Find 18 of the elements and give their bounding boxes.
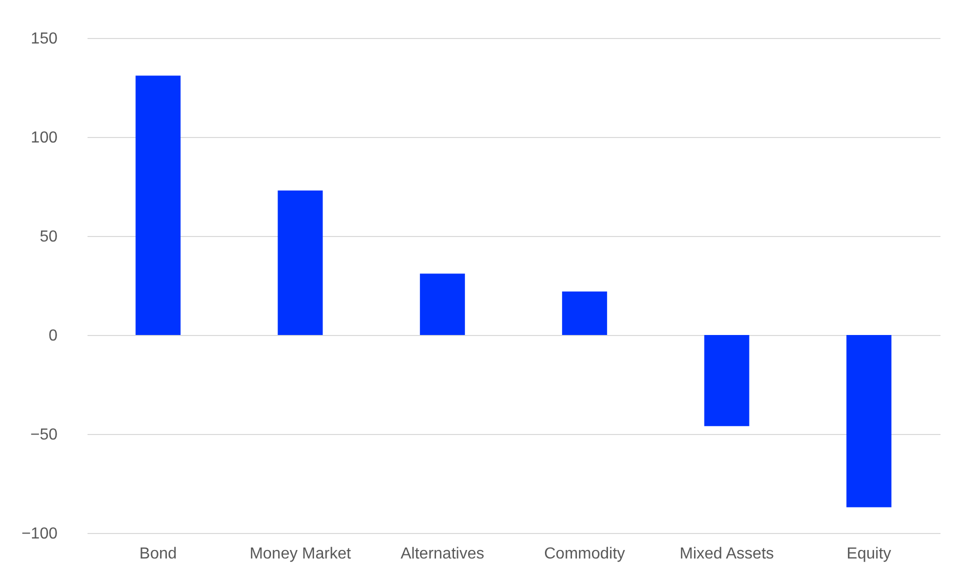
x-tick-label: Bond — [139, 546, 177, 562]
x-tick-label: Mixed Assets — [680, 546, 774, 562]
bar — [420, 274, 465, 335]
y-tick-label: −50 — [30, 426, 58, 444]
bar — [136, 76, 181, 335]
bar — [846, 335, 892, 508]
x-tick-label: Money Market — [250, 546, 352, 562]
x-tick-label: Equity — [846, 546, 892, 562]
y-tick-label: 0 — [48, 328, 58, 344]
x-tick-label: Commodity — [544, 546, 626, 562]
y-tick-label: 100 — [30, 130, 58, 146]
bar — [562, 291, 608, 335]
bar — [278, 190, 323, 335]
y-tick-label: 50 — [40, 228, 58, 246]
y-tick-label: −100 — [21, 526, 58, 542]
y-tick-label: 150 — [30, 30, 58, 48]
bar — [704, 335, 750, 426]
x-tick-label: Alternatives — [400, 546, 484, 562]
